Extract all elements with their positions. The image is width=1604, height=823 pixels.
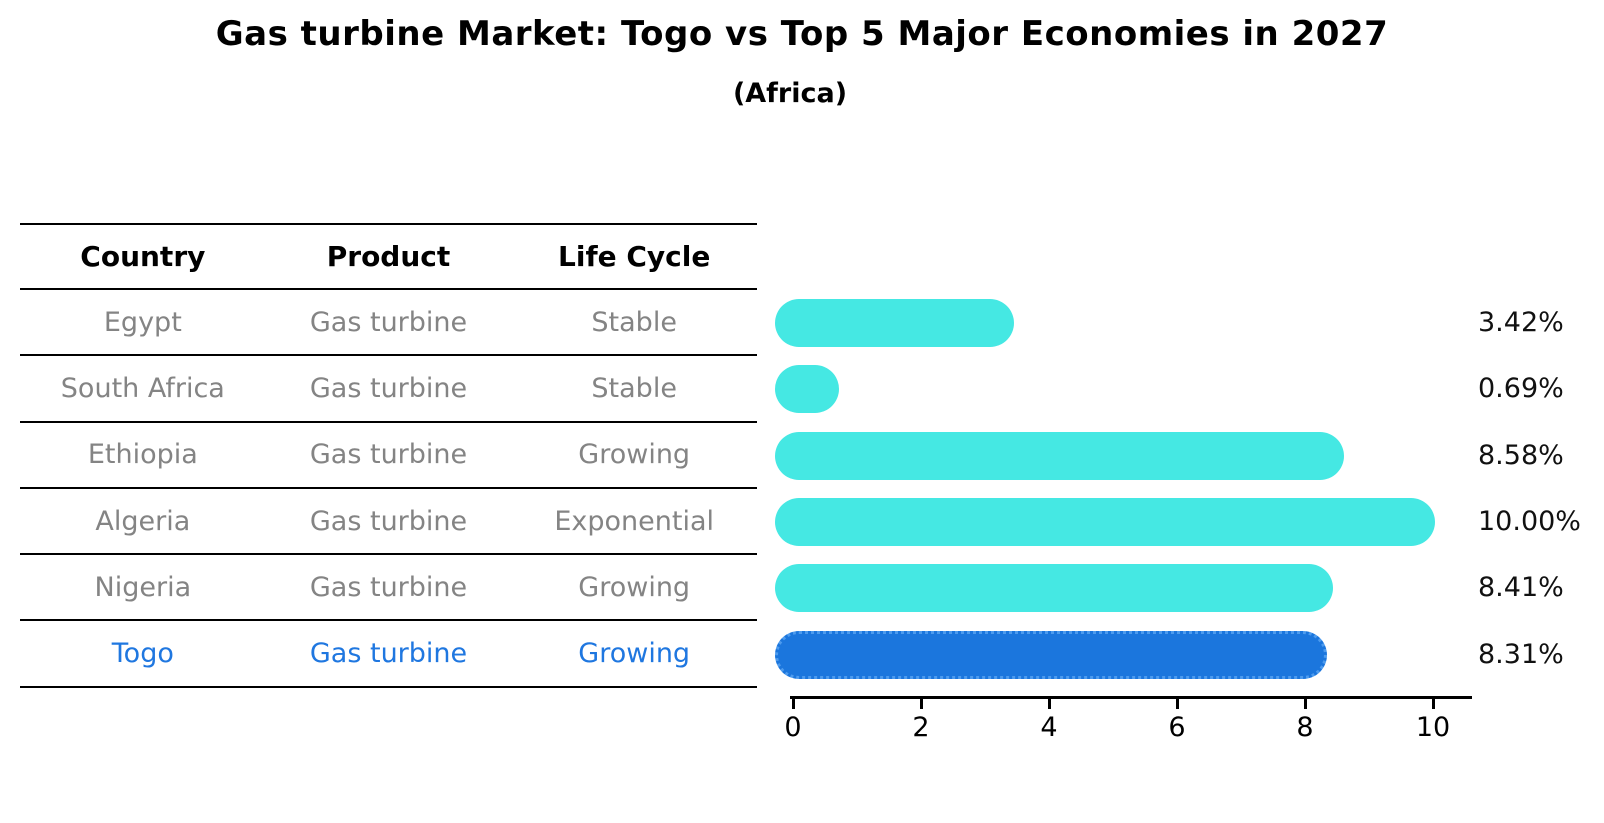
- cell-life-cycle: Stable: [591, 372, 677, 404]
- table-row-egypt: Egypt Gas turbine Stable: [20, 290, 757, 357]
- cell-life-cycle: Growing: [578, 638, 691, 670]
- cell-product: Gas turbine: [309, 372, 468, 404]
- x-tick-label-4: 4: [1040, 712, 1058, 743]
- chart-subtitle: (Africa): [732, 78, 848, 109]
- cell-life-cycle: Stable: [591, 306, 677, 338]
- bar-south-africa: [775, 365, 840, 414]
- cell-life-cycle: Exponential: [554, 505, 715, 537]
- x-tick-mark-8: [1303, 699, 1307, 709]
- cell-product: Gas turbine: [309, 505, 468, 537]
- column-header-life-cycle: Life Cycle: [558, 240, 711, 273]
- cell-country: Nigeria: [94, 571, 192, 603]
- value-label-ethiopia: 8.58%: [1478, 439, 1564, 471]
- cell-country: Algeria: [95, 505, 191, 537]
- chart-title: Gas turbine Market: Togo vs Top 5 Major …: [215, 14, 1389, 54]
- bar-nigeria: [775, 564, 1334, 613]
- cell-life-cycle: Growing: [578, 439, 691, 471]
- cell-country: South Africa: [60, 372, 225, 404]
- value-label-egypt: 3.42%: [1478, 307, 1564, 339]
- value-label-south-africa: 0.69%: [1478, 373, 1564, 405]
- bar-togo: [775, 630, 1327, 679]
- table-row-south-africa: South Africa Gas turbine Stable: [20, 356, 757, 423]
- cell-product: Gas turbine: [309, 571, 468, 603]
- cell-country: Ethiopia: [87, 439, 198, 471]
- x-tick-label-0: 0: [784, 712, 802, 743]
- cell-country: Togo: [111, 638, 174, 670]
- x-tick-mark-0: [791, 699, 795, 709]
- table-body: Egypt Gas turbine Stable South Africa Gas tu…: [20, 290, 757, 688]
- column-header-product: Product: [326, 240, 451, 273]
- cell-country: Egypt: [103, 306, 182, 338]
- x-tick-label-10: 10: [1415, 712, 1451, 743]
- cell-life-cycle: Growing: [578, 571, 691, 603]
- cell-product: Gas turbine: [309, 439, 468, 471]
- value-label-algeria: 10.00%: [1478, 506, 1581, 538]
- table-header-row: Country Product Life Cycle: [20, 223, 757, 290]
- column-header-country: Country: [80, 240, 206, 273]
- table-row-togo: Togo Gas turbine Growing: [20, 621, 757, 688]
- x-tick-mark-2: [919, 699, 923, 709]
- x-tick-label-6: 6: [1168, 712, 1186, 743]
- x-tick-label-8: 8: [1296, 712, 1314, 743]
- table-row-nigeria: Nigeria Gas turbine Growing: [20, 555, 757, 622]
- bar-ethiopia: [775, 431, 1345, 480]
- bar-egypt: [775, 299, 1014, 348]
- cell-product: Gas turbine: [309, 306, 468, 338]
- x-tick-label-2: 2: [912, 712, 930, 743]
- bar-algeria: [775, 498, 1435, 547]
- table-row-ethiopia: Ethiopia Gas turbine Growing: [20, 423, 757, 489]
- x-axis-line: [790, 696, 1472, 699]
- comparison-table: Country Product Life Cycle Egypt Gas turbin…: [20, 223, 757, 688]
- table-row-algeria: Algeria Gas turbine Exponential: [20, 489, 757, 556]
- x-tick-mark-4: [1047, 699, 1051, 709]
- cell-product: Gas turbine: [309, 638, 468, 670]
- value-label-nigeria: 8.41%: [1478, 572, 1564, 604]
- value-label-togo: 8.31%: [1478, 638, 1564, 670]
- x-tick-mark-10: [1431, 699, 1435, 709]
- x-tick-mark-6: [1175, 699, 1179, 709]
